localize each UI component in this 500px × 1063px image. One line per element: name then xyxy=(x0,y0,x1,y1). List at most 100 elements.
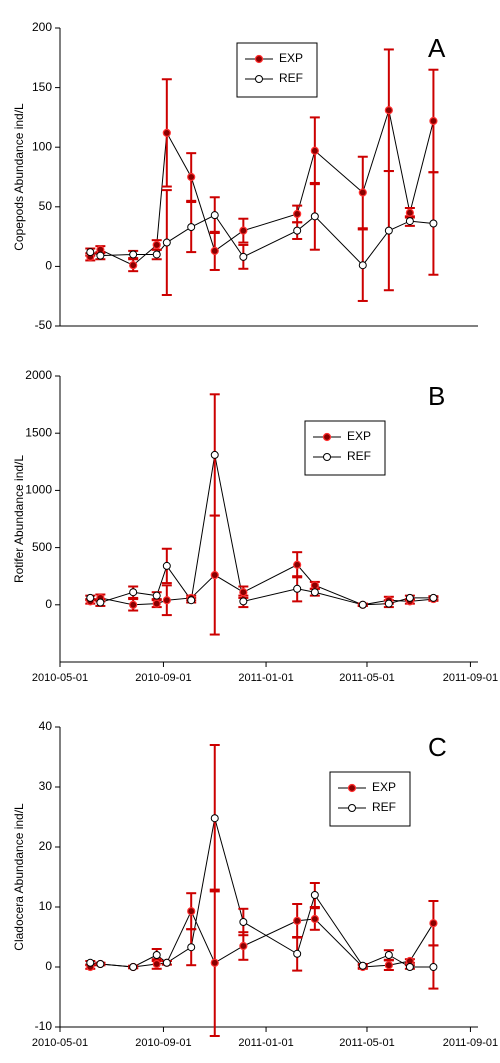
y-tick-label: 0 xyxy=(45,259,52,273)
legend-label: EXP xyxy=(279,51,303,65)
data-point xyxy=(239,918,248,926)
data-point xyxy=(152,951,161,959)
x-tick-label: 2011-05-01 xyxy=(339,672,394,684)
data-point xyxy=(86,958,95,967)
data-point xyxy=(86,593,95,602)
data-point xyxy=(429,219,438,228)
legend-label: REF xyxy=(279,71,303,85)
data-point xyxy=(293,209,302,219)
panel: 0 500 1000 1500 2000 2010-05-01 2010-09-01 2011… xyxy=(12,368,498,684)
series-line xyxy=(90,818,434,968)
x-tick-label: 2010-09-01 xyxy=(135,672,191,684)
data-point xyxy=(310,581,319,590)
panel-letter: B xyxy=(428,381,445,411)
y-tick-label: 0 xyxy=(45,597,52,611)
y-tick-label: 100 xyxy=(32,139,52,153)
data-point xyxy=(293,584,302,593)
legend-box xyxy=(329,771,411,827)
panel-letter: C xyxy=(428,732,447,762)
data-point xyxy=(187,172,196,182)
data-point xyxy=(129,588,138,597)
data-point xyxy=(310,212,319,221)
data-point xyxy=(429,593,438,602)
series-line xyxy=(89,108,434,266)
data-point xyxy=(310,146,319,155)
legend-box xyxy=(236,42,318,98)
data-point xyxy=(129,261,138,270)
y-tick-label: 0 xyxy=(45,959,52,973)
legend-label: EXP xyxy=(347,429,371,443)
data-point xyxy=(239,597,248,606)
data-point xyxy=(310,914,319,924)
data-point xyxy=(210,450,219,459)
y-axis-label: Rotifer Abundance ind/L xyxy=(12,455,26,583)
data-point xyxy=(310,891,319,899)
data-point xyxy=(129,963,138,971)
y-tick-label: 10 xyxy=(39,899,53,913)
data-point xyxy=(293,560,302,569)
data-point xyxy=(187,943,196,952)
x-tick-label: 2011-09-01 xyxy=(443,1037,498,1049)
y-axis-label: Copepods Abundance ind/L xyxy=(12,103,26,251)
data-point xyxy=(358,188,367,197)
x-tick-label: 2011-01-01 xyxy=(238,1037,293,1049)
y-tick-label: 500 xyxy=(32,540,52,554)
legend-marker xyxy=(348,804,356,812)
data-point xyxy=(293,226,302,235)
data-point xyxy=(210,958,219,967)
x-tick-label: 2011-01-01 xyxy=(238,672,293,684)
data-point xyxy=(358,600,367,609)
legend-marker xyxy=(347,783,357,793)
legend-marker xyxy=(254,54,264,64)
legend-marker xyxy=(322,432,332,442)
data-point xyxy=(405,593,414,602)
legend-box xyxy=(304,420,386,476)
y-tick-label: 40 xyxy=(39,719,53,733)
data-point xyxy=(187,907,196,916)
data-point xyxy=(96,598,105,607)
data-point xyxy=(129,600,138,609)
y-tick-label: 50 xyxy=(39,199,53,213)
panel: -50 0 50 100 150 200 Copepods Abundance ind/L A… xyxy=(12,20,478,332)
data-point xyxy=(210,570,219,580)
data-point xyxy=(162,561,171,570)
y-tick-label: 200 xyxy=(32,20,52,34)
data-point xyxy=(96,251,105,260)
data-point xyxy=(210,814,219,823)
x-tick-label: 2011-09-01 xyxy=(443,672,498,684)
data-point xyxy=(152,250,161,259)
series-line xyxy=(90,910,434,968)
legend-marker xyxy=(255,75,263,83)
legend-marker xyxy=(323,453,331,461)
legend-label: REF xyxy=(347,449,371,463)
data-point xyxy=(187,223,196,232)
y-tick-label: 150 xyxy=(32,80,52,94)
legend-label: REF xyxy=(372,800,396,814)
data-point xyxy=(429,919,438,928)
data-point xyxy=(310,588,319,597)
data-point xyxy=(358,261,367,270)
series-line xyxy=(90,564,434,606)
y-tick-label: 2000 xyxy=(25,368,52,382)
data-point xyxy=(384,226,393,235)
data-point xyxy=(86,248,95,257)
x-tick-label: 2010-05-01 xyxy=(32,672,88,684)
data-point xyxy=(152,240,161,250)
data-point xyxy=(384,951,393,959)
y-tick-label: 20 xyxy=(39,839,53,853)
data-point xyxy=(152,599,161,608)
data-point xyxy=(239,588,248,597)
data-point xyxy=(384,106,393,115)
data-point xyxy=(162,596,171,605)
data-point xyxy=(162,958,171,967)
data-point xyxy=(293,916,302,925)
data-point xyxy=(187,596,196,605)
data-point xyxy=(429,963,438,971)
y-tick-label: 1000 xyxy=(25,483,52,497)
data-point xyxy=(293,949,302,958)
data-point xyxy=(210,211,219,220)
data-point xyxy=(429,116,438,126)
data-point xyxy=(152,959,161,969)
legend-label: EXP xyxy=(372,780,396,794)
